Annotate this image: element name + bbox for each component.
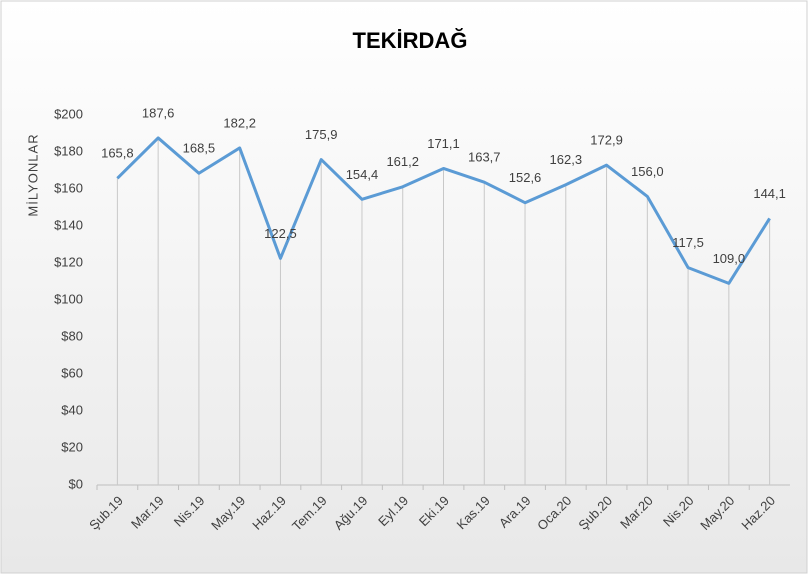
data-label: 162,3 — [550, 152, 583, 167]
y-axis-label: MİLYONLAR — [25, 133, 40, 216]
data-label: 156,0 — [631, 164, 664, 179]
y-tick-label: $40 — [61, 402, 83, 417]
y-tick-label: $20 — [61, 439, 83, 454]
data-label: 171,1 — [427, 136, 460, 151]
data-label: 175,9 — [305, 127, 338, 142]
data-label: 165,8 — [101, 146, 134, 161]
data-label: 152,6 — [509, 170, 542, 185]
data-label: 163,7 — [468, 150, 501, 165]
y-tick-label: $100 — [54, 291, 83, 306]
y-tick-label: $140 — [54, 217, 83, 232]
data-label: 154,4 — [346, 167, 379, 182]
y-tick-label: $80 — [61, 328, 83, 343]
data-label: 168,5 — [183, 141, 216, 156]
data-label: 117,5 — [672, 235, 704, 250]
data-label: 172,9 — [590, 133, 623, 148]
data-label: 122,5 — [264, 226, 297, 241]
y-tick-label: $200 — [54, 106, 83, 121]
data-label: 144,1 — [753, 186, 786, 201]
y-tick-label: $120 — [54, 254, 83, 269]
data-label: 187,6 — [142, 105, 175, 120]
chart-title: TEKİRDAĞ — [353, 28, 468, 53]
y-tick-label: $60 — [61, 365, 83, 380]
data-label: 161,2 — [386, 154, 419, 169]
y-tick-label: $160 — [54, 180, 83, 195]
y-tick-label: $0 — [69, 476, 83, 491]
data-label: 109,0 — [713, 251, 746, 266]
y-tick-label: $180 — [54, 143, 83, 158]
data-line — [116, 136, 771, 285]
data-label: 182,2 — [223, 115, 256, 130]
